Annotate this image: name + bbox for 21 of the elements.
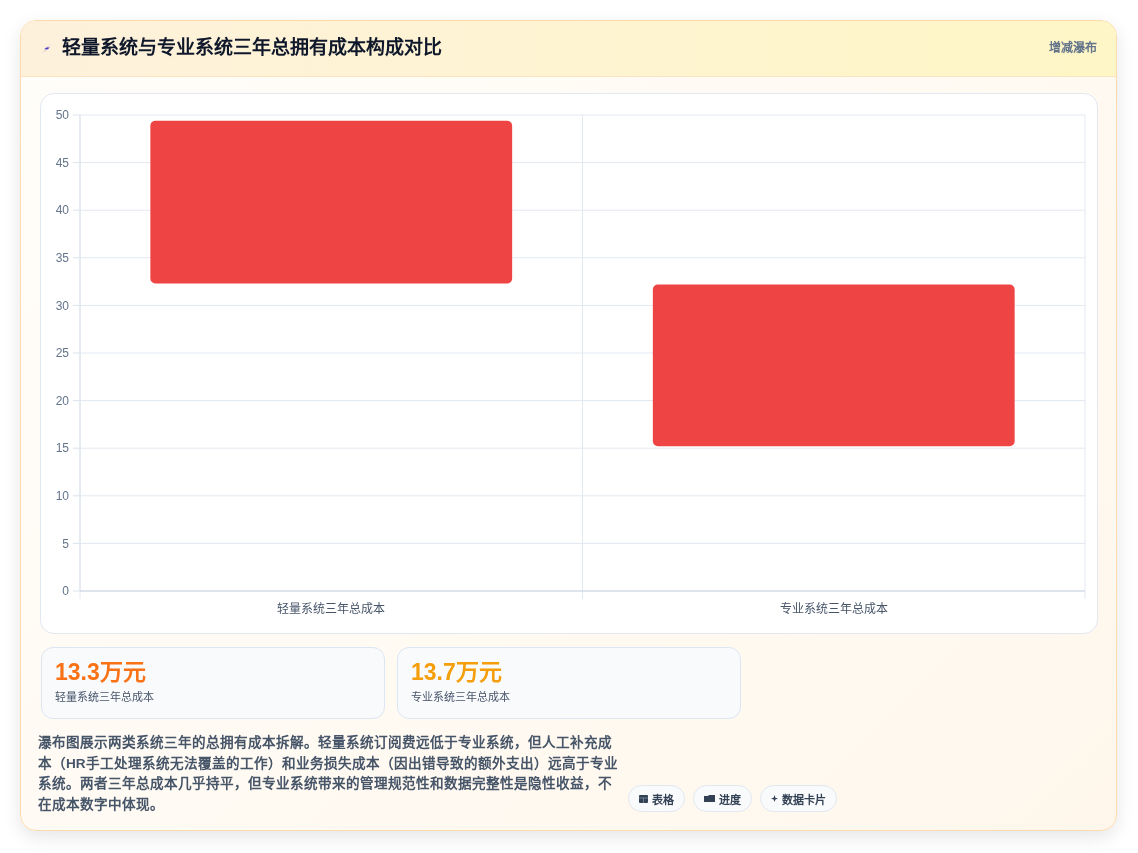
y-tick-label: 45 [55, 155, 70, 170]
text: 表格 [652, 792, 674, 807]
y-tick-label: 35 [55, 251, 70, 265]
y-tick-label: 30 [55, 298, 70, 313]
y-tick-label: 25 [55, 346, 70, 361]
text: 数据卡片 [782, 792, 826, 807]
y-tick-label: 0 [62, 584, 70, 599]
text: 13.7万元 [411, 658, 503, 686]
y-tick-label: 5 [62, 536, 70, 551]
text: 专业系统三年总成本 [411, 690, 511, 704]
y-tick-label: 20 [55, 393, 70, 408]
y-tick-label: 50 [55, 108, 70, 123]
text: 瀑布图展示两类系统三年的总拥有成本拆解。轻量系统订阅费远低于专业系统，但人工补充成本（HR手工处理系统无法覆盖的工作）和业务损失成本（因出错导致的额外支出）远高于专业系统。两者三年总成本几乎持平，但专业系统带来的管理规范性和数据完整性是隐性收益，不在成本数字中体现。 [38, 733, 619, 814]
text: 轻量系统三年总成本 [55, 690, 155, 704]
y-tick-label: 15 [55, 441, 70, 456]
y-tick-label: 10 [55, 489, 70, 503]
text: 13.3万元 [55, 658, 147, 686]
text: 进度 [719, 792, 741, 807]
y-tick-label: 40 [55, 203, 70, 218]
text: 增减瀑布 [1049, 40, 1097, 56]
chart-title: 轻量系统与专业系统三年总拥有成本构成对比 [62, 36, 442, 60]
